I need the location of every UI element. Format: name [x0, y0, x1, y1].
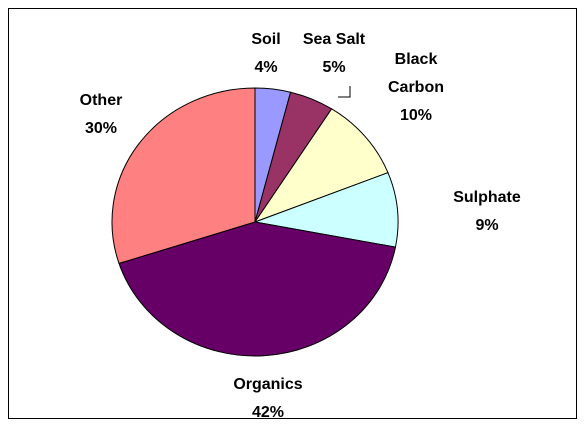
category-name: Sea Salt: [302, 31, 366, 48]
slice-label: Sea Salt 5%: [289, 26, 379, 82]
slice-label: Soil 4%: [236, 26, 296, 82]
slice-label: Organics 42%: [213, 371, 323, 427]
pie-slice: [118, 221, 397, 357]
pie-slice: [253, 108, 389, 224]
pie-slice: [253, 172, 399, 248]
category-name: Sulphate: [453, 189, 521, 206]
slice-label: Other 30%: [61, 87, 141, 143]
pie-slice: [111, 87, 256, 265]
category-name: Organics: [233, 376, 303, 393]
percent-label: 42%: [251, 404, 285, 421]
percent-label: 10%: [399, 107, 433, 124]
leader-line: [338, 86, 351, 98]
category-name: Soil: [251, 31, 281, 48]
percent-label: 5%: [322, 59, 346, 76]
slice-label: Sulphate 9%: [432, 184, 542, 240]
percent-label: 4%: [254, 59, 278, 76]
percent-label: 30%: [84, 120, 118, 137]
category-name: Other: [79, 92, 123, 109]
category-name: Black Carbon: [388, 51, 444, 96]
percent-label: 9%: [475, 217, 499, 234]
chart-frame: [8, 8, 577, 419]
slice-label: Black Carbon 10%: [381, 46, 451, 130]
